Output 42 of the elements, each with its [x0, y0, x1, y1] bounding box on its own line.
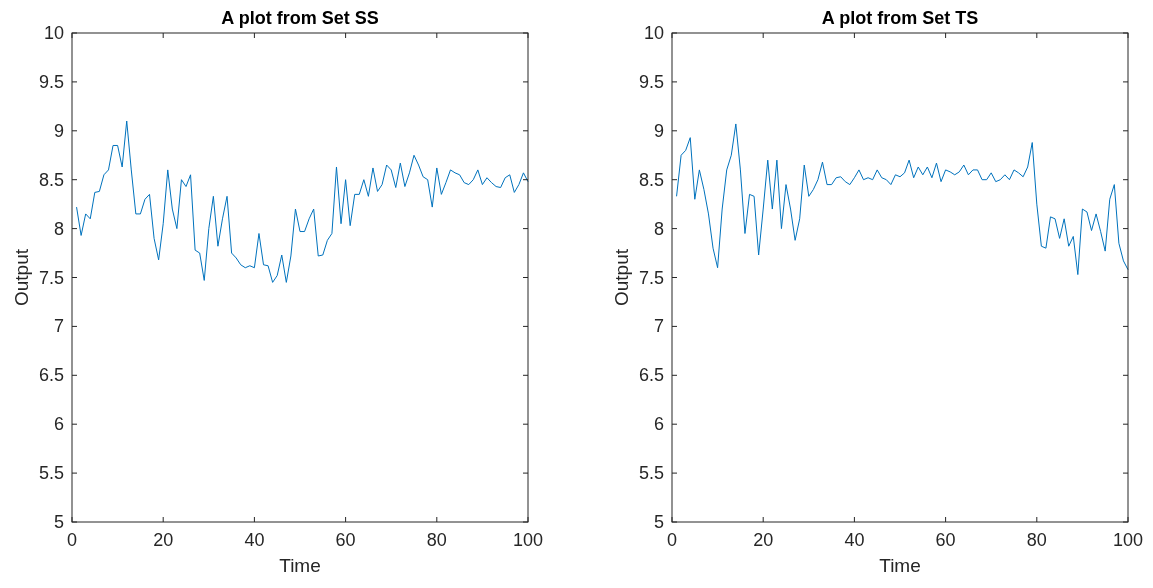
line-series — [676, 123, 1129, 276]
y-tick-label: 6 — [653, 414, 664, 435]
x-axis-title: Time — [279, 555, 321, 576]
y-tick-label: 9 — [653, 120, 664, 141]
x-tick-label: 80 — [426, 530, 447, 550]
y-axis-title: Output — [611, 248, 632, 307]
y-tick-label: 5.5 — [38, 463, 64, 484]
line-series — [76, 120, 529, 283]
y-tick-label: 8 — [53, 218, 64, 239]
y-tick-label: 5 — [53, 512, 64, 532]
y-tick-label: 9.5 — [638, 71, 664, 92]
y-tick-label: 9 — [53, 120, 64, 141]
y-tick-label: 6.5 — [38, 365, 64, 386]
y-tick-label: 7 — [53, 316, 64, 337]
x-tick-label: 20 — [153, 530, 174, 550]
y-tick-label: 8 — [653, 218, 664, 239]
y-tick-label: 5.5 — [638, 463, 664, 484]
chart-title: A plot from Set TS — [821, 8, 979, 28]
x-tick-label: 40 — [244, 530, 265, 550]
x-tick-label: 100 — [512, 530, 544, 550]
y-tick-label: 5 — [653, 512, 664, 532]
y-tick-label: 6 — [53, 414, 64, 435]
y-tick-label: 10 — [43, 23, 64, 43]
y-tick-label: 7.5 — [638, 267, 664, 288]
x-axis-title: Time — [879, 555, 921, 576]
x-tick-label: 60 — [335, 530, 356, 550]
y-tick-label: 7.5 — [38, 267, 64, 288]
y-tick-label: 8.5 — [38, 169, 64, 190]
x-tick-label: 40 — [844, 530, 865, 550]
y-tick-label: 6.5 — [638, 365, 664, 386]
y-tick-label: 9.5 — [38, 71, 64, 92]
x-tick-label: 0 — [66, 530, 78, 550]
x-tick-label: 80 — [1026, 530, 1047, 550]
chart-title: A plot from Set SS — [221, 8, 379, 28]
y-tick-label: 7 — [653, 316, 664, 337]
y-tick-label: 10 — [643, 23, 664, 43]
x-tick-label: 100 — [1112, 530, 1144, 550]
x-tick-label: 60 — [935, 530, 956, 550]
y-tick-label: 8.5 — [638, 169, 664, 190]
x-tick-label: 0 — [666, 530, 678, 550]
y-axis-title: Output — [11, 248, 32, 307]
x-tick-label: 20 — [753, 530, 774, 550]
